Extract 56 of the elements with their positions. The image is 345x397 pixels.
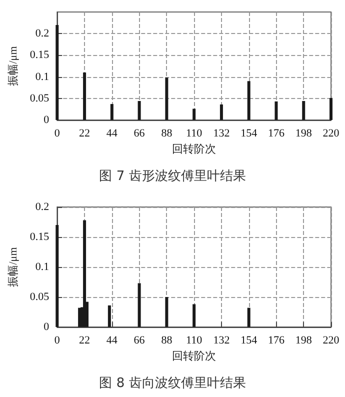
bar bbox=[138, 100, 141, 120]
text: 图 8 齿向波纹傅里叶结果 bbox=[99, 376, 246, 391]
bar bbox=[83, 220, 86, 327]
x-tick-label: 0 bbox=[54, 128, 60, 140]
bar bbox=[138, 283, 141, 327]
x-tick-label: 44 bbox=[106, 128, 118, 140]
y-axis-title: 振幅/μm bbox=[8, 46, 20, 86]
x-tick-label: 66 bbox=[134, 334, 146, 346]
bar bbox=[83, 72, 86, 120]
x-tick-label: 66 bbox=[134, 128, 146, 140]
x-tick-label: 220 bbox=[322, 334, 340, 346]
x-tick-label: 132 bbox=[213, 334, 230, 346]
x-tick-label: 110 bbox=[186, 334, 203, 346]
bar bbox=[192, 304, 196, 327]
x-tick-label: 132 bbox=[213, 128, 230, 140]
y-tick-label: 0 bbox=[44, 321, 50, 333]
x-axis-title: 回转阶次 bbox=[172, 143, 216, 156]
bar bbox=[247, 81, 250, 120]
x-tick-label: 88 bbox=[161, 128, 173, 140]
x-tick-label: 0 bbox=[54, 334, 60, 346]
bar bbox=[274, 101, 278, 120]
y-tick-label: 0 bbox=[44, 114, 50, 126]
y-tick-label: 0.1 bbox=[35, 70, 50, 83]
y-tick-label: 0.2 bbox=[35, 28, 50, 40]
bar bbox=[302, 100, 306, 120]
x-tick-label: 220 bbox=[322, 128, 340, 140]
y-tick-label: 0.15 bbox=[30, 231, 50, 243]
bar bbox=[108, 305, 111, 327]
x-tick-label: 22 bbox=[79, 334, 90, 346]
bar bbox=[56, 24, 59, 120]
x-tick-label: 198 bbox=[295, 334, 312, 346]
x-tick-label: 88 bbox=[161, 334, 173, 346]
bar bbox=[247, 308, 250, 327]
y-tick-label: 0.2 bbox=[35, 201, 50, 213]
bar bbox=[165, 297, 168, 327]
bar bbox=[165, 78, 168, 120]
y-axis-title: 振幅/μm bbox=[8, 246, 20, 287]
bar bbox=[330, 98, 332, 120]
x-tick-label: 154 bbox=[240, 334, 258, 346]
y-tick-label: 0.05 bbox=[30, 291, 50, 303]
x-tick-label: 176 bbox=[268, 128, 285, 140]
x-tick-label: 110 bbox=[186, 128, 203, 140]
bar bbox=[192, 108, 196, 120]
text: 图 7 齿形波纹傅里叶结果 bbox=[99, 169, 246, 184]
x-tick-label: 154 bbox=[240, 128, 258, 140]
bar bbox=[56, 225, 59, 327]
x-tick-label: 198 bbox=[295, 128, 312, 140]
x-tick-label: 44 bbox=[106, 334, 118, 346]
y-tick-label: 0.15 bbox=[30, 49, 50, 62]
bar bbox=[220, 104, 223, 120]
bar bbox=[110, 104, 114, 120]
x-tick-label: 176 bbox=[268, 334, 285, 346]
y-tick-label: 0.1 bbox=[35, 261, 50, 273]
x-axis-title: 回转阶次 bbox=[172, 350, 216, 362]
x-tick-label: 22 bbox=[79, 128, 90, 140]
y-tick-label: 0.05 bbox=[30, 92, 50, 104]
